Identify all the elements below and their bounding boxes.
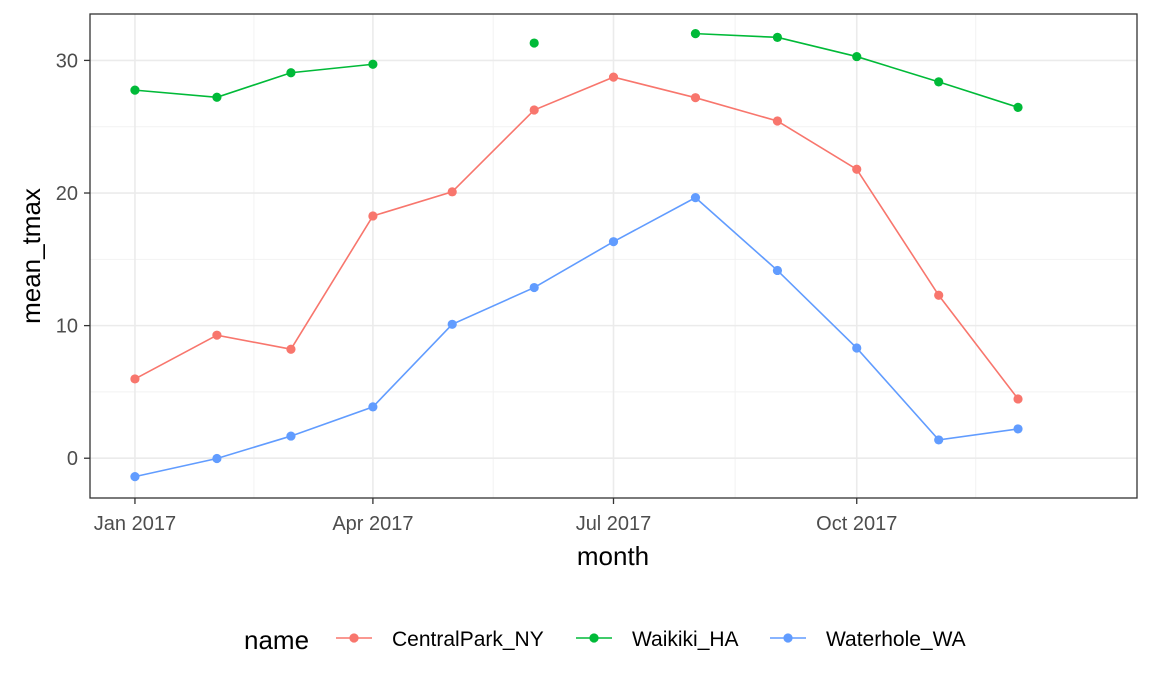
- x-tick-label: Oct 2017: [816, 513, 897, 535]
- legend-title: name: [244, 625, 309, 655]
- data-point-centralpark-ny: [286, 344, 296, 354]
- x-tick-label: Jul 2017: [576, 513, 652, 535]
- x-axis: Jan 2017 Apr 2017 Jul 2017 Oct 2017: [94, 498, 897, 535]
- legend-label: Waterhole_WA: [826, 628, 966, 651]
- data-point-waikiki-ha: [130, 85, 140, 95]
- legend-item-centralpark-ny: CentralPark_NY: [336, 628, 544, 651]
- legend-key-point: [783, 633, 793, 643]
- x-axis-title: month: [577, 541, 649, 571]
- data-point-centralpark-ny: [447, 187, 457, 197]
- data-point-waterhole-wa: [529, 282, 539, 293]
- data-point-centralpark-ny: [529, 105, 539, 115]
- data-point-waterhole-wa: [608, 237, 619, 247]
- legend-label: CentralPark_NY: [392, 628, 544, 651]
- data-point-waterhole-wa: [772, 265, 783, 276]
- data-point-waterhole-wa: [368, 402, 378, 412]
- data-point-waikiki-ha: [852, 51, 862, 62]
- data-point-waterhole-wa: [286, 431, 296, 441]
- x-tick-label: Jan 2017: [94, 513, 176, 535]
- legend-key-point: [349, 633, 359, 643]
- series-points: [130, 29, 1023, 482]
- y-tick-label: 10: [56, 316, 78, 338]
- data-point-centralpark-ny: [690, 93, 701, 103]
- data-point-centralpark-ny: [368, 211, 378, 221]
- data-point-centralpark-ny: [212, 330, 222, 340]
- data-point-centralpark-ny: [852, 164, 862, 174]
- data-point-waikiki-ha: [690, 29, 701, 39]
- legend-key-point: [589, 633, 599, 643]
- data-point-waikiki-ha: [934, 77, 944, 87]
- data-point-centralpark-ny: [130, 374, 140, 384]
- y-axis: 0 10 20 30: [56, 50, 90, 470]
- data-point-waikiki-ha: [1013, 102, 1023, 112]
- y-axis-title: mean_tmax: [16, 188, 46, 324]
- y-tick-label: 0: [67, 448, 78, 470]
- data-point-waikiki-ha: [286, 68, 296, 78]
- data-point-waterhole-wa: [212, 453, 222, 464]
- data-point-waterhole-wa: [690, 193, 701, 203]
- y-tick-label: 30: [56, 50, 78, 72]
- legend-label: Waikiki_HA: [632, 628, 739, 651]
- data-point-waikiki-ha: [529, 38, 539, 48]
- series-line-waterhole-wa: [134, 196, 1019, 478]
- data-point-centralpark-ny: [608, 72, 619, 82]
- x-tick-label: Apr 2017: [332, 513, 413, 535]
- data-point-waikiki-ha: [772, 32, 783, 42]
- data-point-centralpark-ny: [1013, 394, 1023, 404]
- data-point-waterhole-wa: [852, 343, 862, 353]
- series-line-waikiki-ha: [134, 63, 373, 99]
- data-point-waterhole-wa: [934, 435, 944, 445]
- data-point-waikiki-ha: [368, 59, 378, 69]
- legend-item-waikiki-ha: Waikiki_HA: [576, 628, 739, 651]
- legend: name CentralPark_NY Waikiki_HA Waterhole_W…: [244, 625, 966, 655]
- series-line-centralpark-ny: [134, 76, 1019, 400]
- data-point-centralpark-ny: [772, 116, 783, 126]
- data-point-waterhole-wa: [130, 472, 140, 482]
- data-point-centralpark-ny: [934, 290, 944, 300]
- data-point-waikiki-ha: [212, 92, 222, 102]
- y-tick-label: 20: [56, 183, 78, 205]
- data-point-waterhole-wa: [447, 319, 457, 329]
- data-point-waterhole-wa: [1013, 424, 1023, 434]
- major-gridlines: [90, 14, 1137, 498]
- legend-item-waterhole-wa: Waterhole_WA: [770, 628, 966, 651]
